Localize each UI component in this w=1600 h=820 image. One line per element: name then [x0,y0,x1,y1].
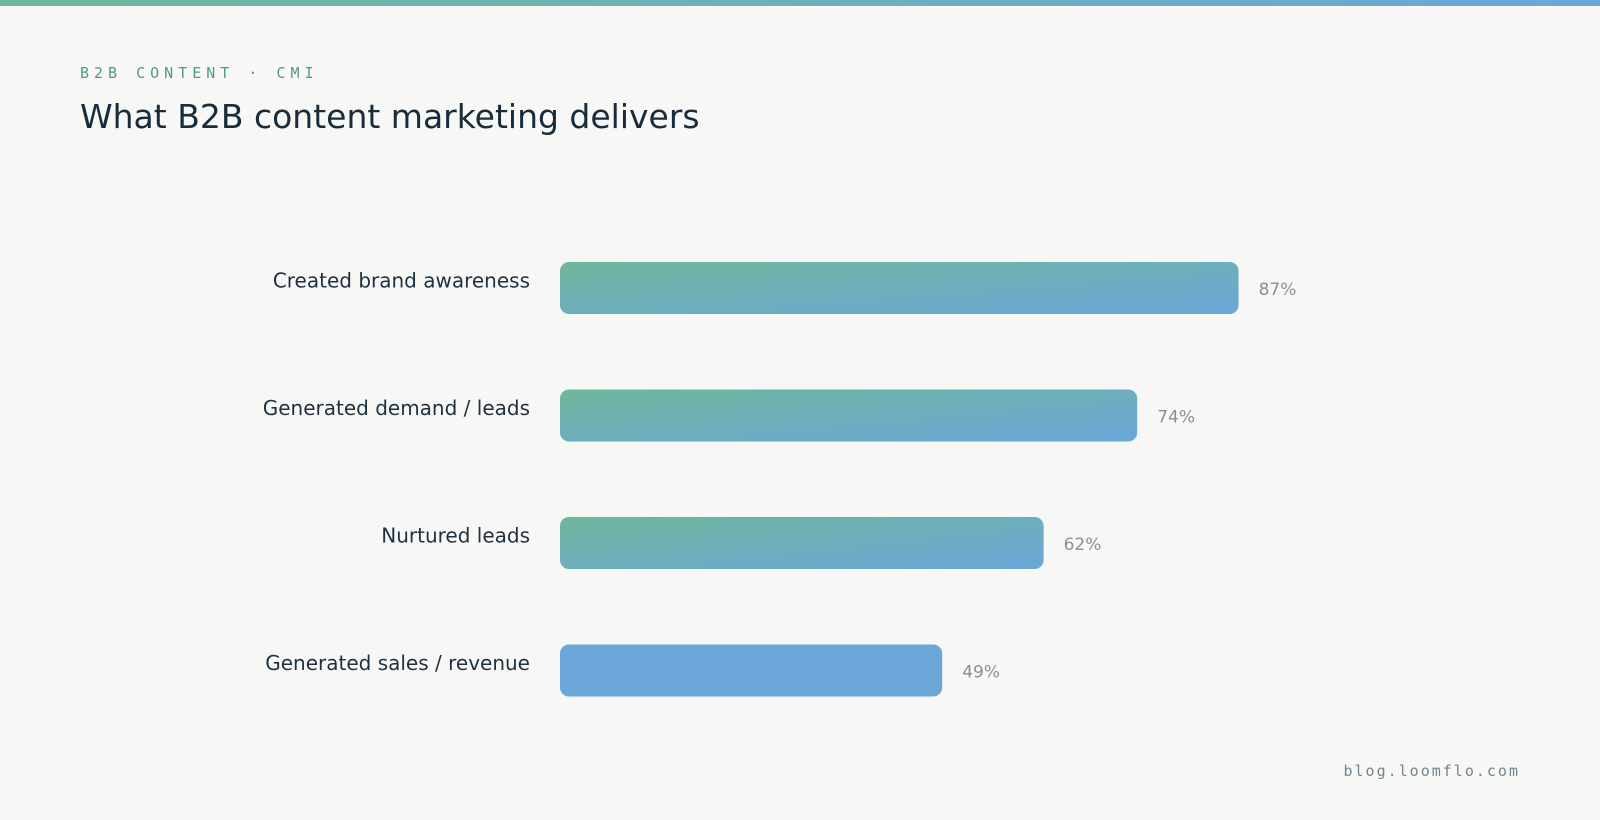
top-stripe [0,0,1600,6]
value-label: 87% [1259,280,1297,300]
bar [560,262,1239,314]
bar [560,389,1138,442]
value-label: 74% [1157,408,1195,428]
chart-title: What B2B content marketing delivers [80,97,700,136]
source: blog.loomflo.com [1344,762,1521,780]
bar [560,517,1044,569]
bar [560,644,943,697]
value-label: 62% [1064,535,1102,555]
category-label: Created brand awareness [273,269,530,293]
category-label: Generated demand / leads [263,396,530,420]
eyebrow: B2B CONTENT · CMI [80,64,319,82]
category-label: Nurtured leads [381,524,530,548]
category-label: Generated sales / revenue [265,651,530,675]
value-label: 49% [962,663,1000,683]
